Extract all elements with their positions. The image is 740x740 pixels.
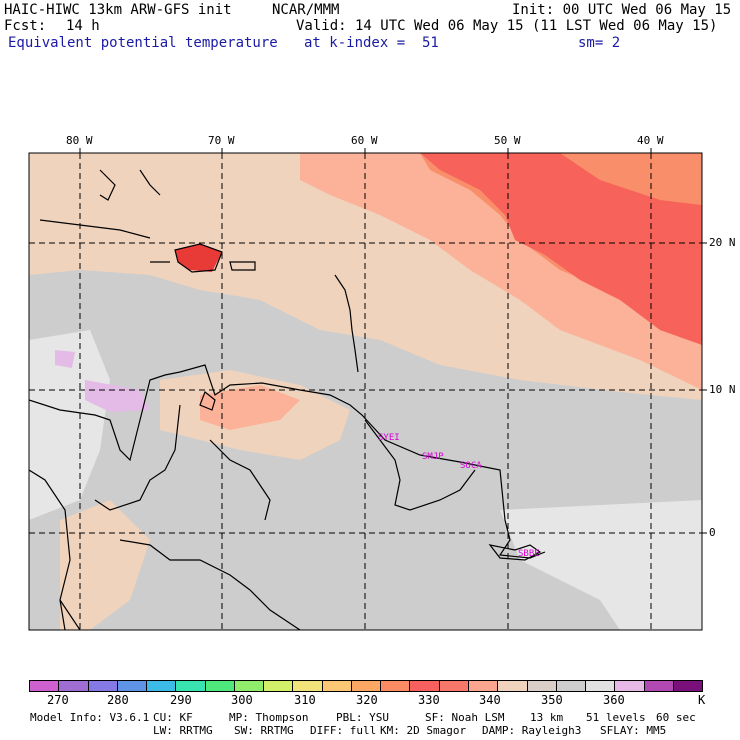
colorbar-label: 300 — [231, 693, 253, 707]
init-label: Init: 00 UTC Wed 06 May 15 — [512, 2, 732, 18]
colorbar-swatch — [30, 681, 60, 691]
coastlines — [29, 169, 546, 630]
colorbar-label: 350 — [541, 693, 563, 707]
colorbar-label: 280 — [107, 693, 129, 707]
footer-item: LW: RRTMG — [153, 724, 213, 737]
lon-label: 70 W — [208, 134, 235, 147]
fcst-label: Fcst: — [4, 18, 47, 34]
footer-item: PBL: YSU — [336, 711, 389, 724]
lavender-patch — [85, 380, 150, 412]
colorbar-swatch — [615, 681, 645, 691]
colorbar-swatch — [439, 681, 469, 691]
footer-item: DAMP: Rayleigh3 — [482, 724, 582, 737]
colorbar-swatch — [234, 681, 265, 691]
fcst-value: 14 h — [66, 18, 100, 34]
colorbar-swatch — [264, 681, 294, 691]
org-label: NCAR/MMM — [272, 2, 340, 18]
station-label: SYEI — [378, 433, 400, 443]
colorbar-swatch — [147, 681, 177, 691]
lat-label: 10 N — [709, 383, 736, 396]
field-name: Equivalent potential temperature — [8, 35, 278, 51]
colorbar-swatch — [586, 681, 616, 691]
colorbar-swatch — [176, 681, 206, 691]
lat-label: 20 N — [709, 236, 736, 249]
colorbar-label: 330 — [418, 693, 440, 707]
footer-item: 13 km — [530, 711, 564, 724]
station-label: SMJP — [422, 452, 444, 462]
station-label: SBBE — [518, 549, 540, 559]
station-label: SOCA — [460, 461, 482, 471]
lat-label: 0 — [709, 526, 716, 539]
colorbar-unit: K — [698, 693, 706, 707]
colorbar-swatch — [117, 681, 148, 691]
colorbar-swatch — [527, 681, 557, 691]
footer-item: DIFF: full — [310, 724, 377, 737]
colorbar-swatch — [673, 681, 703, 691]
colorbar-swatch — [498, 681, 528, 691]
lon-label: 60 W — [351, 134, 378, 147]
colorbar-swatch — [322, 681, 352, 691]
footer-item: MP: Thompson — [229, 711, 309, 724]
footer-item: Model Info: V3.6.1 — [30, 711, 150, 724]
valid-label: Valid: 14 UTC Wed 06 May 15 (11 LST Wed … — [296, 18, 718, 34]
lon-label: 50 W — [494, 134, 521, 147]
colorbar-label: 340 — [479, 693, 501, 707]
footer-item: KM: 2D Smagor — [380, 724, 467, 737]
colorbar-swatch — [351, 681, 382, 691]
colorbar-swatch — [205, 681, 235, 691]
lavender-patch-2 — [55, 350, 75, 368]
map-ticks — [79, 148, 707, 534]
footer-item: SW: RRTMG — [234, 724, 294, 737]
red-hispaniola-patch — [175, 244, 222, 272]
colorbar-swatch — [644, 681, 674, 691]
smoothing-label: sm= 2 — [578, 35, 621, 51]
colorbar-swatch — [293, 681, 323, 691]
footer-item: 60 sec — [656, 711, 696, 724]
colorbar-label: 290 — [170, 693, 192, 707]
footer-item: 51 levels — [586, 711, 646, 724]
level-label: at k-index = 51 — [304, 35, 439, 51]
footer-item: CU: KF — [153, 711, 193, 724]
colorbar-swatch — [410, 681, 440, 691]
colorbar — [29, 680, 703, 692]
salmon-sa-region — [200, 385, 300, 430]
colorbar-swatch — [468, 681, 499, 691]
lon-label: 80 W — [66, 134, 93, 147]
colorbar-swatch — [88, 681, 118, 691]
colorbar-label: 360 — [603, 693, 625, 707]
colorbar-swatch — [59, 681, 89, 691]
colorbar-label: 320 — [356, 693, 378, 707]
colorbar-label: 310 — [294, 693, 316, 707]
lon-label: 40 W — [637, 134, 664, 147]
colorbar-label: 270 — [47, 693, 69, 707]
colorbar-swatch — [381, 681, 411, 691]
model-title: HAIC-HIWC 13km ARW-GFS init — [4, 2, 232, 18]
lightgrey-pacific-region — [29, 330, 110, 520]
footer-item: SF: Noah LSM — [425, 711, 505, 724]
red-region — [420, 153, 702, 345]
footer-item: SFLAY: MM5 — [600, 724, 667, 737]
grid-lines — [29, 153, 702, 630]
colorbar-swatch — [556, 681, 587, 691]
